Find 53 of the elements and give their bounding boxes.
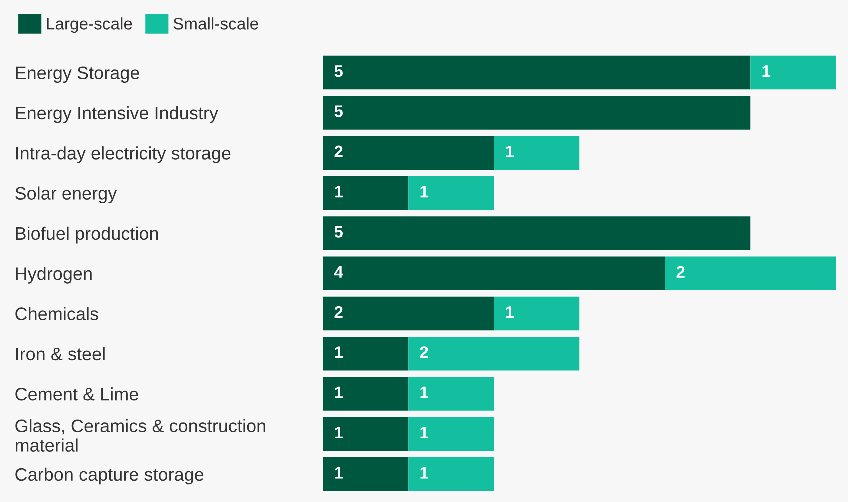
data-label: 1 bbox=[420, 186, 429, 198]
data-label: 5 bbox=[334, 66, 344, 78]
data-label: 1 bbox=[335, 346, 344, 358]
bar bbox=[323, 256, 666, 290]
y-tick-label: Energy Intensive Industry bbox=[16, 106, 218, 124]
data-label: 1 bbox=[335, 467, 344, 479]
data-label: 1 bbox=[335, 386, 344, 398]
data-label: 2 bbox=[676, 266, 685, 278]
data-label: 1 bbox=[335, 427, 344, 439]
data-label: 1 bbox=[762, 66, 771, 78]
data-label: 2 bbox=[334, 306, 343, 318]
data-label: 2 bbox=[334, 146, 343, 158]
legend-label: Small-scale bbox=[174, 18, 258, 30]
bar bbox=[323, 458, 409, 492]
y-tick-label: Chemicals bbox=[16, 307, 98, 320]
bar bbox=[665, 256, 836, 290]
data-label: 1 bbox=[420, 386, 429, 398]
y-tick-label: Glass, Ceramics & construction material bbox=[16, 419, 266, 452]
data-label: 5 bbox=[334, 106, 344, 118]
bar bbox=[323, 337, 409, 371]
bar bbox=[408, 176, 494, 210]
data-label: 1 bbox=[506, 146, 514, 158]
y-tick-label: Hydrogen bbox=[16, 267, 92, 284]
bar bbox=[494, 136, 580, 170]
bar bbox=[408, 377, 494, 411]
data-label: 1 bbox=[420, 467, 429, 479]
y-tick-label: Biofuel production bbox=[16, 226, 158, 244]
y-tick-label: Iron & steel bbox=[16, 347, 105, 361]
y-tick-label: Solar energy bbox=[16, 186, 118, 204]
bar bbox=[323, 216, 751, 250]
legend-label: Large-scale bbox=[47, 18, 132, 34]
data-label: 5 bbox=[334, 226, 344, 238]
y-tick-label: Cement & Lime bbox=[16, 388, 138, 401]
y-tick-label: Energy Storage bbox=[16, 66, 140, 84]
bar bbox=[323, 176, 409, 210]
bar bbox=[408, 417, 494, 452]
bar bbox=[408, 458, 494, 492]
bar bbox=[750, 56, 836, 90]
bar bbox=[323, 56, 751, 90]
bar bbox=[494, 296, 580, 331]
bar bbox=[323, 417, 409, 452]
data-label: 1 bbox=[420, 427, 429, 439]
bar bbox=[323, 377, 409, 411]
bar bbox=[323, 136, 494, 170]
y-tick-label: Carbon capture storage bbox=[16, 468, 204, 485]
data-label: 1 bbox=[506, 306, 514, 318]
bar bbox=[323, 96, 751, 130]
bar bbox=[408, 337, 580, 371]
data-label: 2 bbox=[420, 346, 428, 358]
y-tick-label: Intra-day electricity storage bbox=[16, 146, 231, 164]
data-label: 1 bbox=[335, 186, 344, 198]
data-label: 4 bbox=[334, 266, 344, 278]
bar bbox=[323, 296, 494, 331]
